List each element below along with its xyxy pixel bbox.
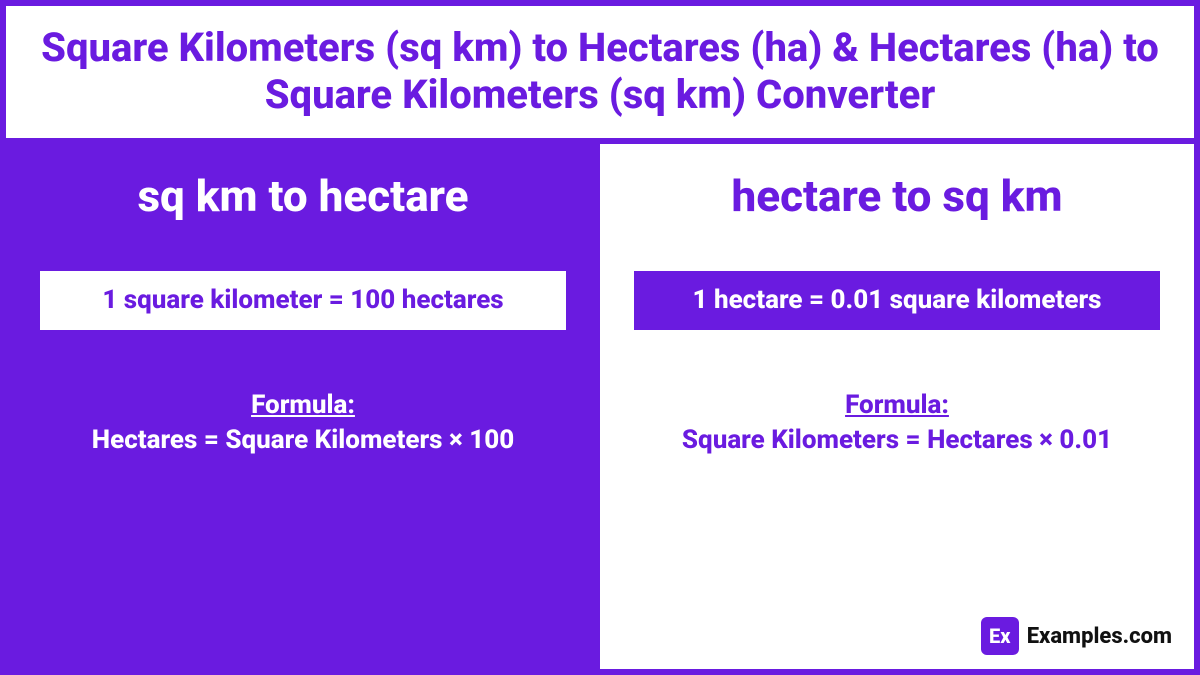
- brand-badge: Ex Examples.com: [981, 617, 1172, 655]
- brand-badge-label: Examples.com: [1027, 624, 1172, 649]
- panel-sqkm-to-hectare: sq km to hectare 1 square kilometer = 10…: [6, 144, 600, 669]
- conversion-box-right: 1 hectare = 0.01 square kilometers: [634, 271, 1160, 331]
- formula-text-right: Square Kilometers = Hectares × 0.01: [676, 424, 1118, 457]
- formula-label-right: Formula:: [845, 390, 949, 420]
- page-title: Square Kilometers (sq km) to Hectares (h…: [26, 24, 1174, 118]
- panel-title-right: hectare to sq km: [731, 172, 1062, 220]
- panels-row: sq km to hectare 1 square kilometer = 10…: [6, 144, 1194, 669]
- brand-badge-icon: Ex: [981, 617, 1019, 655]
- conversion-box-left: 1 square kilometer = 100 hectares: [40, 271, 566, 331]
- converter-card: Square Kilometers (sq km) to Hectares (h…: [0, 0, 1200, 675]
- panel-title-left: sq km to hectare: [137, 172, 468, 220]
- formula-text-left: Hectares = Square Kilometers × 100: [86, 424, 520, 457]
- header: Square Kilometers (sq km) to Hectares (h…: [6, 6, 1194, 144]
- formula-label-left: Formula:: [251, 390, 355, 420]
- panel-hectare-to-sqkm: hectare to sq km 1 hectare = 0.01 square…: [600, 144, 1194, 669]
